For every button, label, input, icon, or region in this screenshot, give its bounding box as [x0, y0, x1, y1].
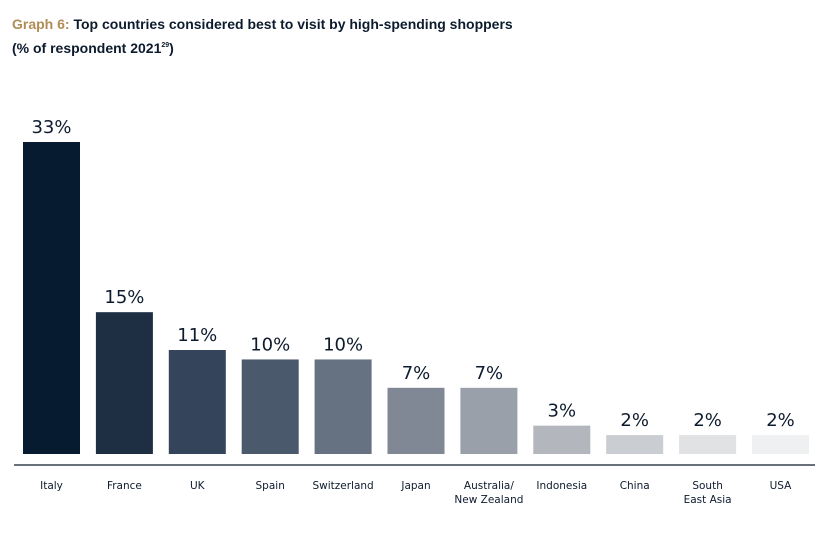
value-label-5: 7% — [402, 363, 431, 384]
value-label-6: 7% — [475, 363, 504, 384]
value-label-3: 10% — [250, 334, 290, 355]
bar-5 — [387, 387, 445, 454]
bar-10 — [752, 435, 809, 454]
value-label-9: 2% — [693, 410, 722, 431]
category-label-1: France — [107, 480, 142, 492]
value-label-1: 15% — [104, 287, 144, 308]
bar-9 — [679, 435, 737, 454]
chart-subtitle: (% of respondent 2021 — [12, 40, 162, 56]
value-label-8: 2% — [620, 410, 649, 431]
category-label-0: Italy — [40, 480, 63, 492]
bar-4 — [314, 359, 372, 454]
bar-1 — [95, 312, 153, 454]
chart-title-text: Top countries considered best to visit b… — [73, 16, 513, 32]
bar-8 — [606, 435, 664, 454]
bar-2 — [168, 350, 226, 454]
bar-6 — [460, 387, 518, 454]
value-label-10: 2% — [766, 410, 795, 431]
bar-3 — [241, 359, 299, 454]
chart-subtitle-end: ) — [169, 40, 174, 56]
category-label-7: Indonesia — [536, 480, 587, 492]
category-label-9: South East Asia — [684, 480, 732, 506]
category-label-10: USA — [770, 480, 793, 492]
bar-7 — [533, 425, 591, 454]
category-label-4: Switzerland — [312, 480, 373, 492]
category-label-5: Japan — [400, 480, 430, 492]
value-label-0: 33% — [31, 117, 71, 138]
bar-0 — [23, 142, 80, 454]
chart-title: Graph 6: Top countries considered best t… — [12, 14, 812, 59]
category-label-2: UK — [190, 480, 206, 492]
category-label-8: China — [620, 480, 650, 492]
category-label-6: Australia/New Zealand — [454, 480, 523, 506]
graph-label: Graph 6: — [12, 16, 70, 32]
value-label-2: 11% — [177, 325, 217, 346]
value-label-4: 10% — [323, 334, 363, 355]
footnote-ref: 29 — [161, 42, 170, 49]
value-label-7: 3% — [548, 401, 577, 422]
category-label-3: Spain — [256, 480, 285, 492]
